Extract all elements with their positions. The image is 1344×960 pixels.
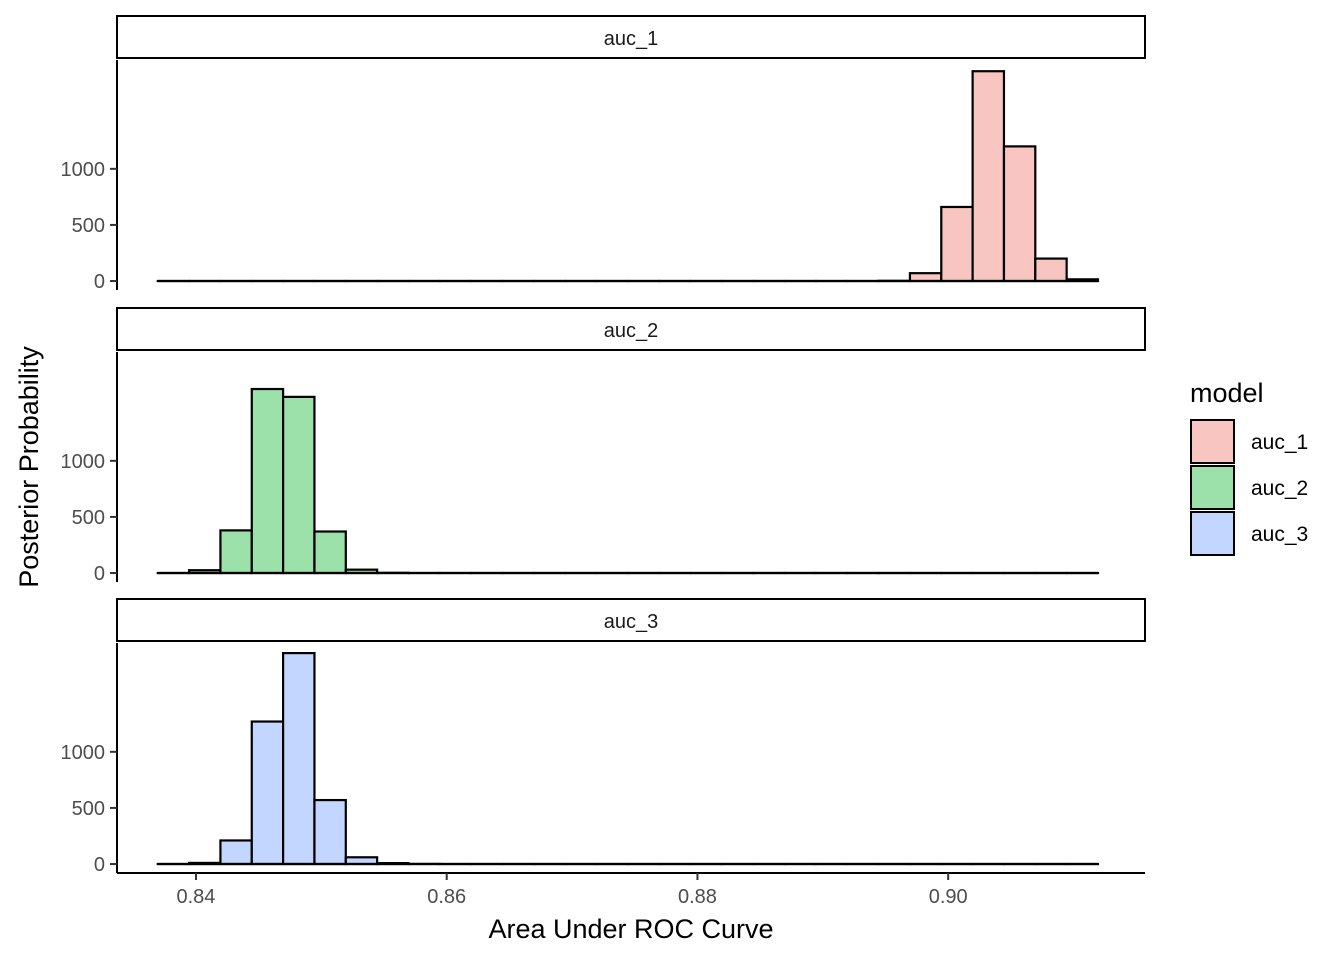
y-tick-label: 500 <box>72 798 105 820</box>
y-tick-label: 1000 <box>61 742 106 764</box>
panel-auc_1: auc_1 0 500 1000 <box>61 15 1146 293</box>
y-tick-label: 0 <box>94 563 105 585</box>
legend-swatch-auc_3 <box>1190 511 1235 556</box>
facet-strip-label: auc_1 <box>604 28 659 50</box>
panel-auc_3: auc_3 0 500 1000 <box>61 598 1146 876</box>
facet-panels: auc_1 0 500 1000 auc_2 0 500 1000 auc_3 0 500 1000 <box>61 15 1146 876</box>
histogram-bar <box>313 798 347 866</box>
legend-swatch-auc_2 <box>1190 465 1235 510</box>
histogram-bar <box>908 272 943 283</box>
x-axis-title: Area Under ROC Curve <box>488 914 773 944</box>
y-tick-label: 0 <box>94 271 105 293</box>
facet-strip-label: auc_2 <box>604 320 659 342</box>
histogram-bar <box>219 529 253 575</box>
y-tick-label: 0 <box>94 854 105 876</box>
histogram-bar <box>940 205 974 283</box>
legend-label-auc_2: auc_2 <box>1251 477 1308 500</box>
x-tick-label: 0.88 <box>678 886 717 908</box>
histogram-bar <box>282 651 316 866</box>
facet-strip <box>116 307 1146 351</box>
histogram-bar <box>1034 257 1068 283</box>
facet-strip <box>116 15 1146 59</box>
legend-title: model <box>1190 378 1264 408</box>
y-tick-label: 500 <box>72 215 105 237</box>
y-tick-label: 500 <box>72 507 105 529</box>
y-axis-title: Posterior Probability <box>14 346 44 588</box>
histogram-bar <box>219 839 253 866</box>
histogram-bar <box>250 720 285 866</box>
legend: model auc_1 auc_2 auc_3 <box>1190 378 1308 556</box>
y-tick-label: 1000 <box>61 159 106 181</box>
histogram-bar <box>313 530 347 575</box>
facet-strip <box>116 598 1146 642</box>
histogram-bar <box>971 70 1006 283</box>
histogram-bar <box>1002 145 1037 283</box>
y-tick-label: 1000 <box>61 451 106 473</box>
panel-auc_2: auc_2 0 500 1000 <box>61 307 1146 585</box>
legend-label-auc_1: auc_1 <box>1251 431 1308 454</box>
x-tick-label: 0.84 <box>177 886 216 908</box>
x-tick-label: 0.86 <box>427 886 466 908</box>
facet-strip-label: auc_3 <box>604 611 659 633</box>
x-tick-label: 0.90 <box>929 886 968 908</box>
histogram-bar <box>250 387 285 575</box>
legend-swatch-auc_1 <box>1190 419 1235 464</box>
histogram-bar <box>282 395 316 575</box>
x-axis: 0.84 0.86 0.88 0.90 <box>117 872 1145 908</box>
legend-label-auc_3: auc_3 <box>1251 523 1308 546</box>
